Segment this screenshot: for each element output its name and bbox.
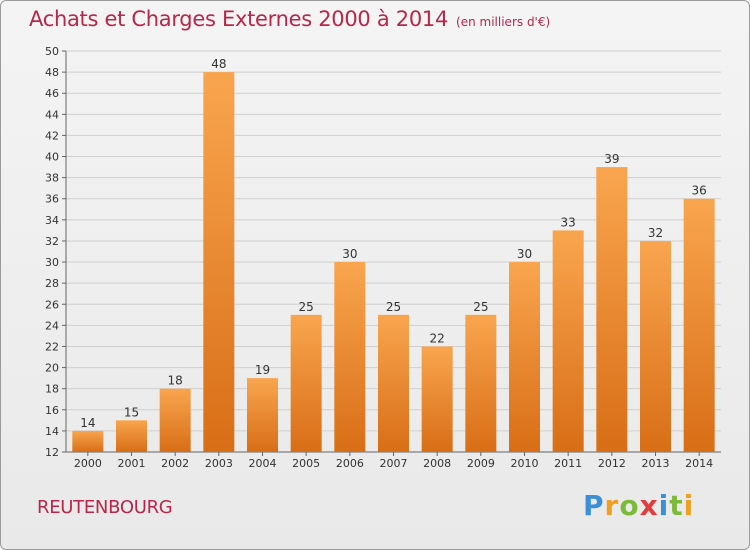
x-tick-label: 2008 xyxy=(423,457,451,470)
data-label: 22 xyxy=(430,331,445,345)
y-tick-label: 30 xyxy=(45,256,59,269)
x-tick-label: 2007 xyxy=(380,457,408,470)
chart-subtitle: (en milliers d'€) xyxy=(456,15,551,29)
bar xyxy=(509,262,540,452)
y-tick-label: 20 xyxy=(45,362,59,375)
y-tick-label: 38 xyxy=(45,172,59,185)
bar xyxy=(683,198,715,452)
data-label: 33 xyxy=(561,215,576,229)
y-tick-label: 48 xyxy=(45,66,59,79)
proxiti-logo: Proxiti xyxy=(583,489,694,522)
bar xyxy=(159,388,191,452)
bar xyxy=(334,262,366,452)
y-tick-label: 44 xyxy=(45,108,59,121)
y-tick-label: 42 xyxy=(45,129,59,142)
bar xyxy=(640,240,671,452)
data-label: 25 xyxy=(299,300,314,314)
y-tick-label: 50 xyxy=(45,45,59,58)
logo-letter: i xyxy=(658,489,670,522)
y-tick-label: 18 xyxy=(45,383,59,396)
bar xyxy=(421,346,453,452)
x-tick-label: 2011 xyxy=(554,457,582,470)
data-label: 36 xyxy=(692,184,707,198)
data-label: 39 xyxy=(604,152,619,166)
chart-title: Achats et Charges Externes 2000 à 2014 (e… xyxy=(29,7,550,31)
data-label: 25 xyxy=(386,300,401,314)
logo-letter: t xyxy=(669,489,684,522)
y-tick-label: 34 xyxy=(45,214,59,227)
y-tick-label: 16 xyxy=(45,404,59,417)
y-tick-label: 28 xyxy=(45,277,59,290)
x-tick-label: 2005 xyxy=(292,457,320,470)
x-tick-label: 2012 xyxy=(598,457,626,470)
data-label: 30 xyxy=(342,247,357,261)
data-label: 19 xyxy=(255,363,270,377)
bar xyxy=(290,314,322,452)
bar xyxy=(247,378,278,452)
bar xyxy=(203,72,235,453)
x-tick-label: 2013 xyxy=(642,457,670,470)
logo-letter: r xyxy=(604,489,620,522)
x-tick-label: 2003 xyxy=(205,457,233,470)
logo-letter: o xyxy=(619,489,640,522)
x-tick-label: 2002 xyxy=(161,457,189,470)
x-tick-label: 2014 xyxy=(685,457,713,470)
y-tick-label: 32 xyxy=(45,235,59,248)
data-label: 30 xyxy=(517,247,532,261)
data-label: 15 xyxy=(124,405,139,419)
y-tick-label: 40 xyxy=(45,151,59,164)
x-tick-label: 2006 xyxy=(336,457,364,470)
x-tick-label: 2010 xyxy=(511,457,539,470)
bar xyxy=(72,430,104,452)
chart-title-text: Achats et Charges Externes 2000 à 2014 xyxy=(29,7,449,31)
data-label: 48 xyxy=(211,57,226,71)
logo-letter: P xyxy=(583,489,605,522)
data-label: 14 xyxy=(80,416,95,430)
bar xyxy=(596,167,628,452)
x-tick-label: 2009 xyxy=(467,457,495,470)
bar xyxy=(378,314,409,452)
y-tick-label: 24 xyxy=(45,319,59,332)
x-tick-label: 2001 xyxy=(118,457,146,470)
y-tick-label: 12 xyxy=(45,446,59,459)
bar xyxy=(116,420,147,452)
data-label: 18 xyxy=(168,374,183,388)
data-label: 25 xyxy=(473,300,488,314)
x-tick-label: 2000 xyxy=(74,457,102,470)
y-tick-label: 36 xyxy=(45,193,59,206)
data-label: 32 xyxy=(648,226,663,240)
bar xyxy=(465,314,497,452)
logo-letter: i xyxy=(683,489,695,522)
logo-letter: x xyxy=(639,489,659,522)
bar xyxy=(552,230,584,452)
x-tick-label: 2004 xyxy=(249,457,277,470)
y-tick-label: 22 xyxy=(45,340,59,353)
commune-name: REUTENBOURG xyxy=(37,497,173,518)
y-tick-label: 14 xyxy=(45,425,59,438)
y-tick-label: 26 xyxy=(45,298,59,311)
y-tick-label: 46 xyxy=(45,87,59,100)
